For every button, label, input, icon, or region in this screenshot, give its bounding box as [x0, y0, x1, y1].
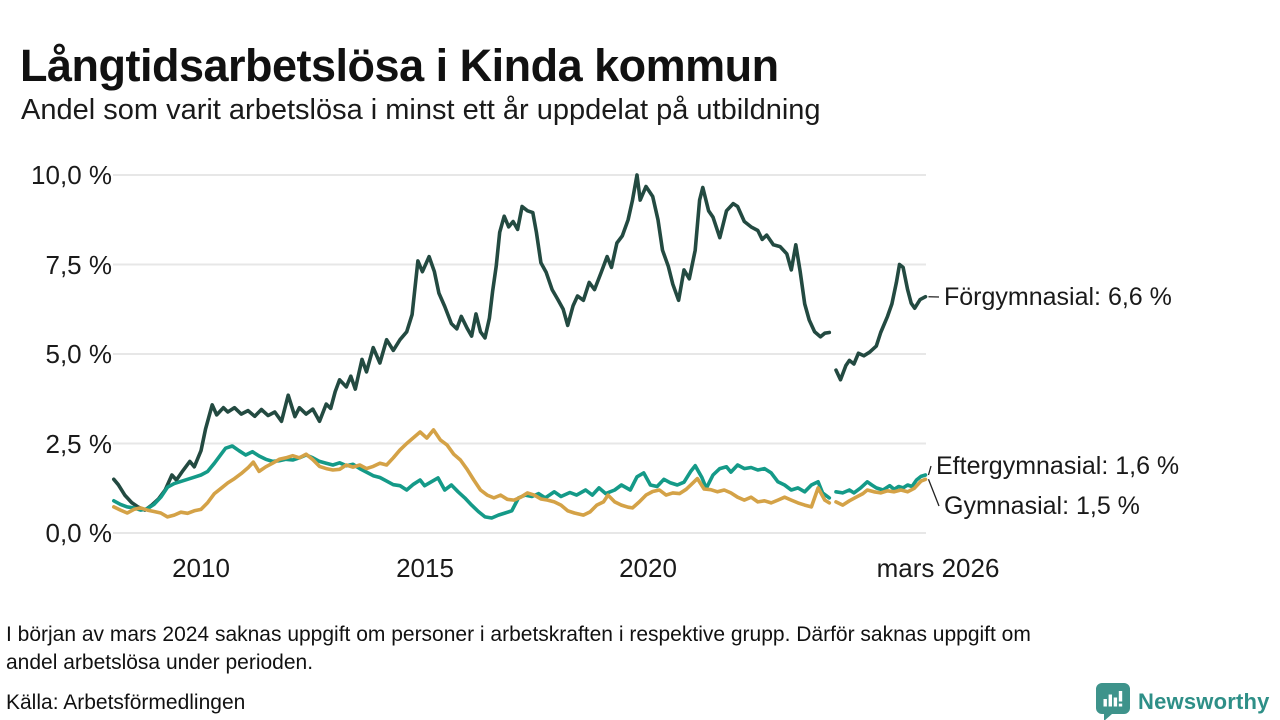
x-axis-tick-label: 2010 [172, 553, 230, 583]
label-connector [927, 479, 940, 507]
chart-footnote: I början av mars 2024 saknas uppgift om … [6, 621, 1031, 677]
page-title: Långtidsarbetslösa i Kinda kommun [20, 40, 779, 92]
x-axis-tick-label: 2020 [619, 553, 677, 583]
label-connector [927, 465, 932, 476]
y-axis-tick-label: 5,0 % [45, 339, 113, 369]
series-line-eftergymnasial [834, 473, 928, 495]
newsworthy-logo-icon [1096, 683, 1130, 720]
series-end-label-forgymnasial: Förgymnasial: 6,6 % [944, 283, 1172, 311]
footnote-line-1: I början av mars 2024 saknas uppgift om … [6, 623, 1031, 646]
y-axis-tick-label: 10,0 % [31, 160, 112, 190]
footnote-line-2: andel arbetslösa under perioden. [6, 651, 314, 674]
y-axis-tick-label: 0,0 % [45, 518, 113, 548]
line-chart-canvas [112, 173, 940, 534]
series-line-gymnasial [834, 477, 928, 507]
x-axis-tick-label: mars 2026 [876, 553, 1000, 583]
series-line-förgymnasial [112, 173, 832, 512]
page-subtitle: Andel som varit arbetslösa i minst ett å… [21, 94, 821, 126]
x-axis-tick-label: 2015 [396, 553, 454, 583]
source-credit: Källa: Arbetsförmedlingen [6, 691, 246, 714]
y-axis-tick-label: 2,5 % [45, 428, 113, 459]
series-end-label-eftergymnasial: Eftergymnasial: 1,6 % [936, 452, 1180, 480]
series-line-förgymnasial [834, 262, 928, 382]
y-axis-tick-label: 7,5 % [45, 249, 113, 280]
series-end-label-gymnasial: Gymnasial: 1,5 % [944, 492, 1140, 520]
series-line-gymnasial [112, 428, 832, 519]
newsworthy-brand-text: Newsworthy [1138, 689, 1270, 714]
series-line-eftergymnasial [112, 444, 832, 520]
newsworthy-brand: Newsworthy [1096, 683, 1270, 720]
